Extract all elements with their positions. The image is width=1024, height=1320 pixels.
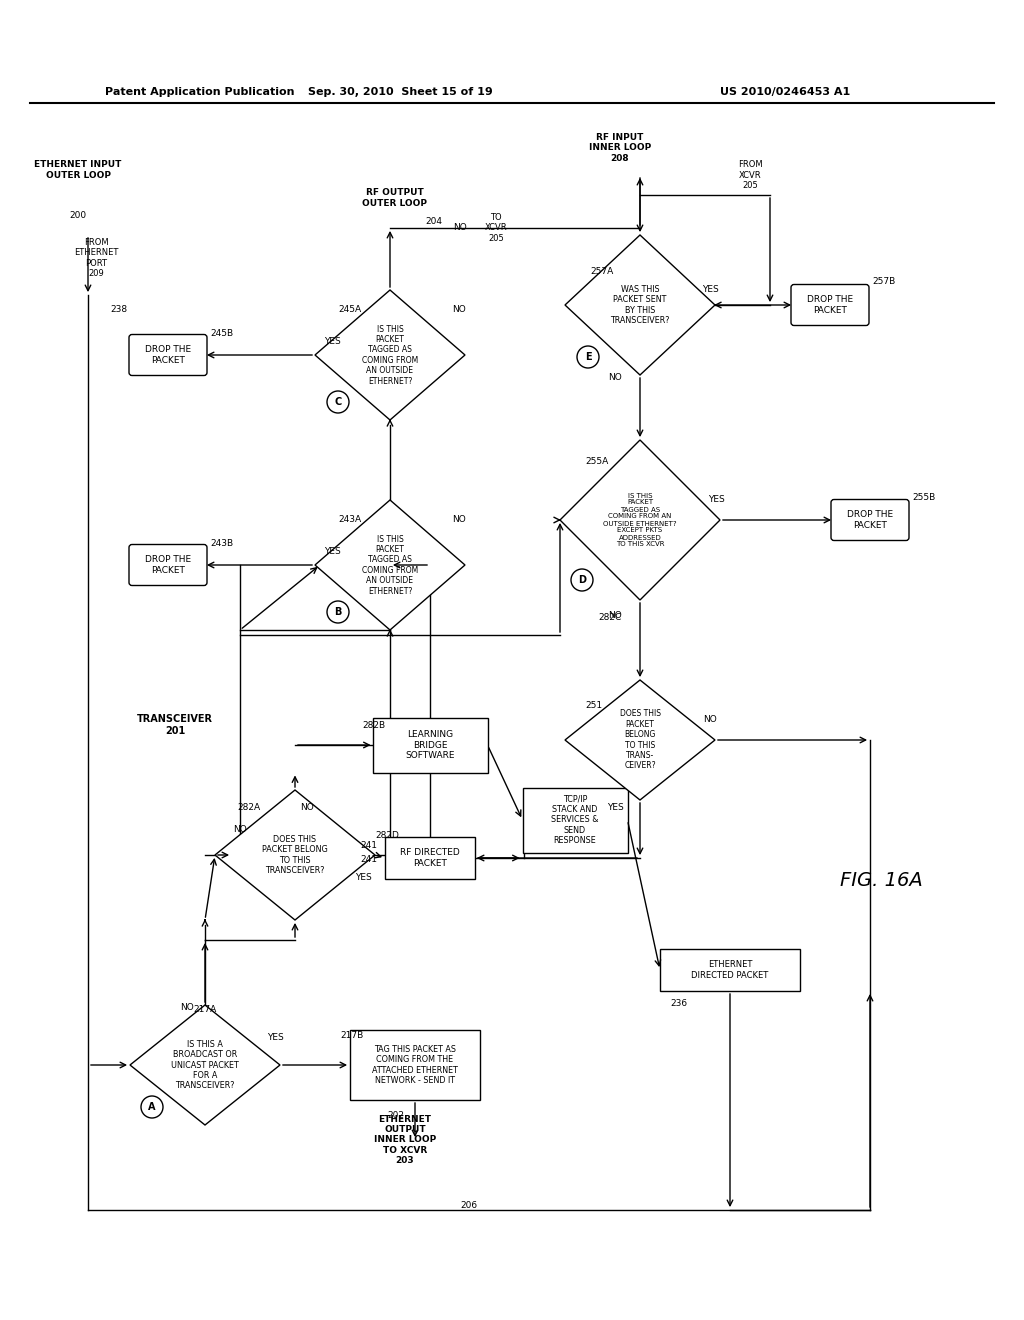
Text: TCP/IP
STACK AND
SERVICES &
SEND
RESPONSE: TCP/IP STACK AND SERVICES & SEND RESPONS… [551,795,599,845]
Text: ETHERNET
DIRECTED PACKET: ETHERNET DIRECTED PACKET [691,961,769,979]
Text: 202: 202 [387,1110,404,1119]
Polygon shape [315,500,465,630]
Polygon shape [560,440,720,601]
Circle shape [141,1096,163,1118]
Text: 217A: 217A [193,1006,216,1015]
Text: IS THIS A
BROADCAST OR
UNICAST PACKET
FOR A
TRANSCEIVER?: IS THIS A BROADCAST OR UNICAST PACKET FO… [171,1040,239,1090]
Circle shape [327,601,349,623]
Text: IS THIS
PACKET
TAGGED AS
COMING FROM
AN OUTSIDE
ETHERNET?: IS THIS PACKET TAGGED AS COMING FROM AN … [361,325,418,385]
Text: RF OUTPUT
OUTER LOOP: RF OUTPUT OUTER LOOP [362,189,427,207]
Text: Sep. 30, 2010  Sheet 15 of 19: Sep. 30, 2010 Sheet 15 of 19 [307,87,493,96]
Text: 238: 238 [110,305,127,314]
Text: DROP THE
PACKET: DROP THE PACKET [145,556,191,574]
Text: 282C: 282C [598,614,622,623]
FancyBboxPatch shape [831,499,909,540]
Text: 200: 200 [70,210,87,219]
Text: IS THIS
PACKET
TAGGED AS
COMING FROM AN
OUTSIDE ETHERNET?
EXCEPT PKTS
ADDRESSED
: IS THIS PACKET TAGGED AS COMING FROM AN … [603,492,677,548]
Text: DROP THE
PACKET: DROP THE PACKET [807,296,853,314]
Text: C: C [335,397,342,407]
Text: Patent Application Publication: Patent Application Publication [105,87,295,96]
Text: 255B: 255B [912,492,935,502]
Text: NO: NO [608,374,622,383]
Text: 217B: 217B [340,1031,364,1040]
Text: B: B [334,607,342,616]
Text: NO: NO [233,825,247,834]
Text: 243B: 243B [210,539,233,548]
Text: 251: 251 [585,701,602,710]
Text: NO: NO [453,223,467,232]
Polygon shape [565,680,715,800]
Circle shape [571,569,593,591]
Text: NO: NO [452,516,466,524]
Text: YES: YES [355,874,372,883]
Text: NO: NO [452,305,466,314]
Text: YES: YES [702,285,719,294]
Text: NO: NO [300,804,313,813]
Polygon shape [215,789,375,920]
Text: TAG THIS PACKET AS
COMING FROM THE
ATTACHED ETHERNET
NETWORK - SEND IT: TAG THIS PACKET AS COMING FROM THE ATTAC… [372,1045,458,1085]
Text: RF DIRECTED
PACKET: RF DIRECTED PACKET [400,849,460,867]
Text: NO: NO [703,715,717,725]
Text: US 2010/0246453 A1: US 2010/0246453 A1 [720,87,850,96]
Circle shape [327,391,349,413]
Text: ETHERNET
OUTPUT
INNER LOOP
TO XCVR
203: ETHERNET OUTPUT INNER LOOP TO XCVR 203 [374,1114,436,1166]
Polygon shape [315,290,465,420]
Bar [385,837,475,879]
Text: 257A: 257A [590,268,613,276]
Text: YES: YES [708,495,725,504]
Bar [522,788,628,853]
Text: TRANSCEIVER
201: TRANSCEIVER 201 [137,714,213,735]
Text: 236: 236 [670,998,687,1007]
Text: TO
XCVR
205: TO XCVR 205 [485,213,508,243]
Circle shape [577,346,599,368]
Text: IS THIS
PACKET
TAGGED AS
COMING FROM
AN OUTSIDE
ETHERNET?: IS THIS PACKET TAGGED AS COMING FROM AN … [361,535,418,595]
Text: DOES THIS
PACKET
BELONG
TO THIS
TRANS-
CEIVER?: DOES THIS PACKET BELONG TO THIS TRANS- C… [620,710,660,771]
FancyBboxPatch shape [129,544,207,586]
Text: 245A: 245A [338,305,361,314]
Text: 241: 241 [360,841,377,850]
Text: DOES THIS
PACKET BELONG
TO THIS
TRANSCEIVER?: DOES THIS PACKET BELONG TO THIS TRANSCEI… [262,836,328,875]
Text: 257B: 257B [872,277,895,286]
Bar [373,718,487,772]
Text: 206: 206 [460,1200,477,1209]
Text: 243A: 243A [338,516,361,524]
Polygon shape [565,235,715,375]
FancyBboxPatch shape [129,334,207,375]
Text: WAS THIS
PACKET SENT
BY THIS
TRANSCEIVER?: WAS THIS PACKET SENT BY THIS TRANSCEIVER… [610,285,670,325]
FancyBboxPatch shape [791,285,869,326]
Text: NO: NO [180,1003,194,1012]
Text: 282B: 282B [362,721,385,730]
Text: LEARNING
BRIDGE
SOFTWARE: LEARNING BRIDGE SOFTWARE [406,730,455,760]
Text: 245B: 245B [210,329,233,338]
Text: FROM
ETHERNET
PORT
209: FROM ETHERNET PORT 209 [74,238,118,279]
Bar [350,1030,480,1100]
Text: NO: NO [608,610,622,619]
Text: YES: YES [606,804,624,813]
Text: FIG. 16A: FIG. 16A [840,870,923,890]
Text: YES: YES [267,1034,284,1043]
Text: 241: 241 [360,855,377,865]
Polygon shape [130,1005,280,1125]
Bar [660,949,800,991]
Text: 204: 204 [425,218,442,227]
Text: D: D [578,576,586,585]
Text: YES: YES [324,338,340,346]
Text: A: A [148,1102,156,1111]
Text: RF INPUT
INNER LOOP
208: RF INPUT INNER LOOP 208 [589,133,651,162]
Text: 255A: 255A [585,458,608,466]
Text: YES: YES [324,546,340,556]
Text: 282A: 282A [237,804,260,813]
Text: FROM
XCVR
205: FROM XCVR 205 [737,160,762,190]
Text: 282D: 282D [375,830,399,840]
Text: ETHERNET INPUT
OUTER LOOP: ETHERNET INPUT OUTER LOOP [35,160,122,180]
Text: E: E [585,352,591,362]
Text: DROP THE
PACKET: DROP THE PACKET [145,346,191,364]
Text: DROP THE
PACKET: DROP THE PACKET [847,511,893,529]
